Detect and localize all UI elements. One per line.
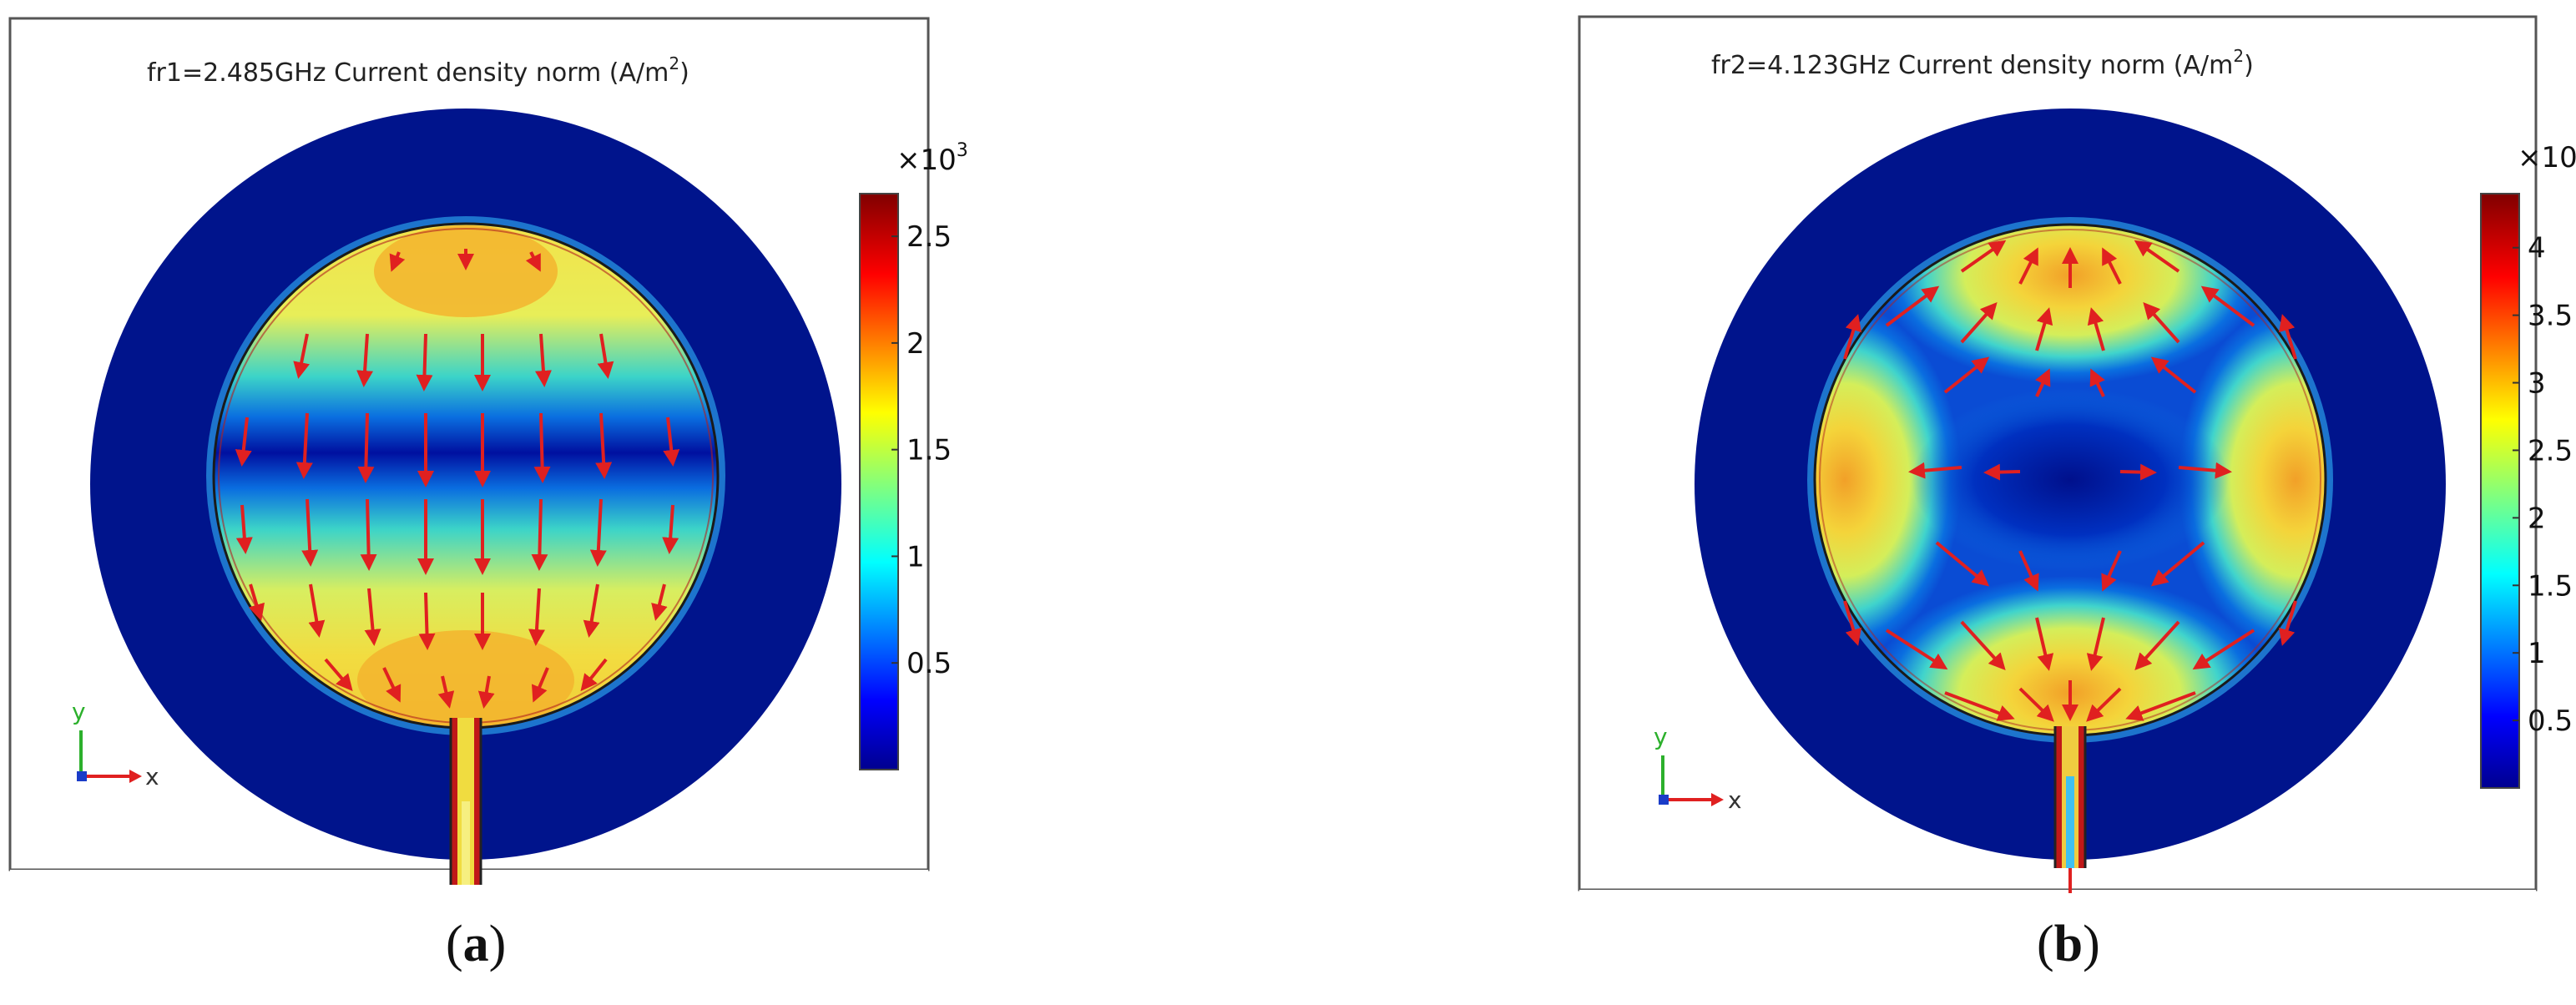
axis-y-label-b: y xyxy=(1654,723,1668,750)
colorbar-tick-label: 0.5 xyxy=(2528,705,2573,738)
colorbar-tick-label: 1 xyxy=(2528,637,2546,670)
current-arrows-b xyxy=(1843,240,2297,722)
colorbar-tick-label: 2.5 xyxy=(907,220,952,254)
colorbar-b xyxy=(2480,193,2520,789)
axis-x-label-b: x xyxy=(1728,786,1742,814)
colorbar-tick-label: 4 xyxy=(2528,232,2546,265)
colorbar-multiplier-b: ×103 xyxy=(2518,138,2576,174)
colorbar-tick-label: 3.5 xyxy=(2528,300,2573,333)
panel-b: fr2=4.123GHz Current density norm (A/m2)… xyxy=(1569,0,2576,1005)
current-density-plot-b: fr2=4.123GHz Current density norm (A/m2)… xyxy=(1578,15,2576,898)
colorbar-a xyxy=(859,193,899,770)
plot-title-a: fr1=2.485GHz Current density norm (A/m2) xyxy=(147,53,689,88)
current-arrows-a xyxy=(235,249,680,709)
plot-title-b: fr2=4.123GHz Current density norm (A/m2) xyxy=(1711,46,2254,80)
colorbar-ticks-b: 4 3.5 3 2.5 2 1.5 1 0.5 xyxy=(2513,232,2573,738)
colorbar-tick-label: 1 xyxy=(907,540,925,573)
colorbar-tick-label: 2.5 xyxy=(2528,434,2573,467)
panel-a: fr1=2.485GHz Current density norm (A/m2)… xyxy=(0,0,1002,1005)
current-density-plot-a: fr1=2.485GHz Current density norm (A/m2)… xyxy=(8,17,968,885)
colorbar-ticks-a: 2.5 2 1.5 1 0.5 xyxy=(891,220,952,680)
axes-triad-a: y x xyxy=(72,698,159,790)
axis-x-label-a: x xyxy=(145,763,159,790)
caption-b: (b) xyxy=(2037,916,2100,972)
colorbar-tick-label: 2 xyxy=(907,327,925,361)
colorbar-tick-label: 0.5 xyxy=(907,647,952,680)
axes-triad-b: y x xyxy=(1654,723,1742,814)
axis-y-label-a: y xyxy=(72,698,86,725)
colorbar-tick-label: 2 xyxy=(2528,502,2546,535)
colorbar-tick-label: 3 xyxy=(2528,367,2546,401)
caption-a: (a) xyxy=(446,916,507,972)
colorbar-tick-label: 1.5 xyxy=(907,434,952,467)
colorbar-multiplier-a: ×103 xyxy=(897,140,968,177)
colorbar-tick-label: 1.5 xyxy=(2528,569,2573,603)
